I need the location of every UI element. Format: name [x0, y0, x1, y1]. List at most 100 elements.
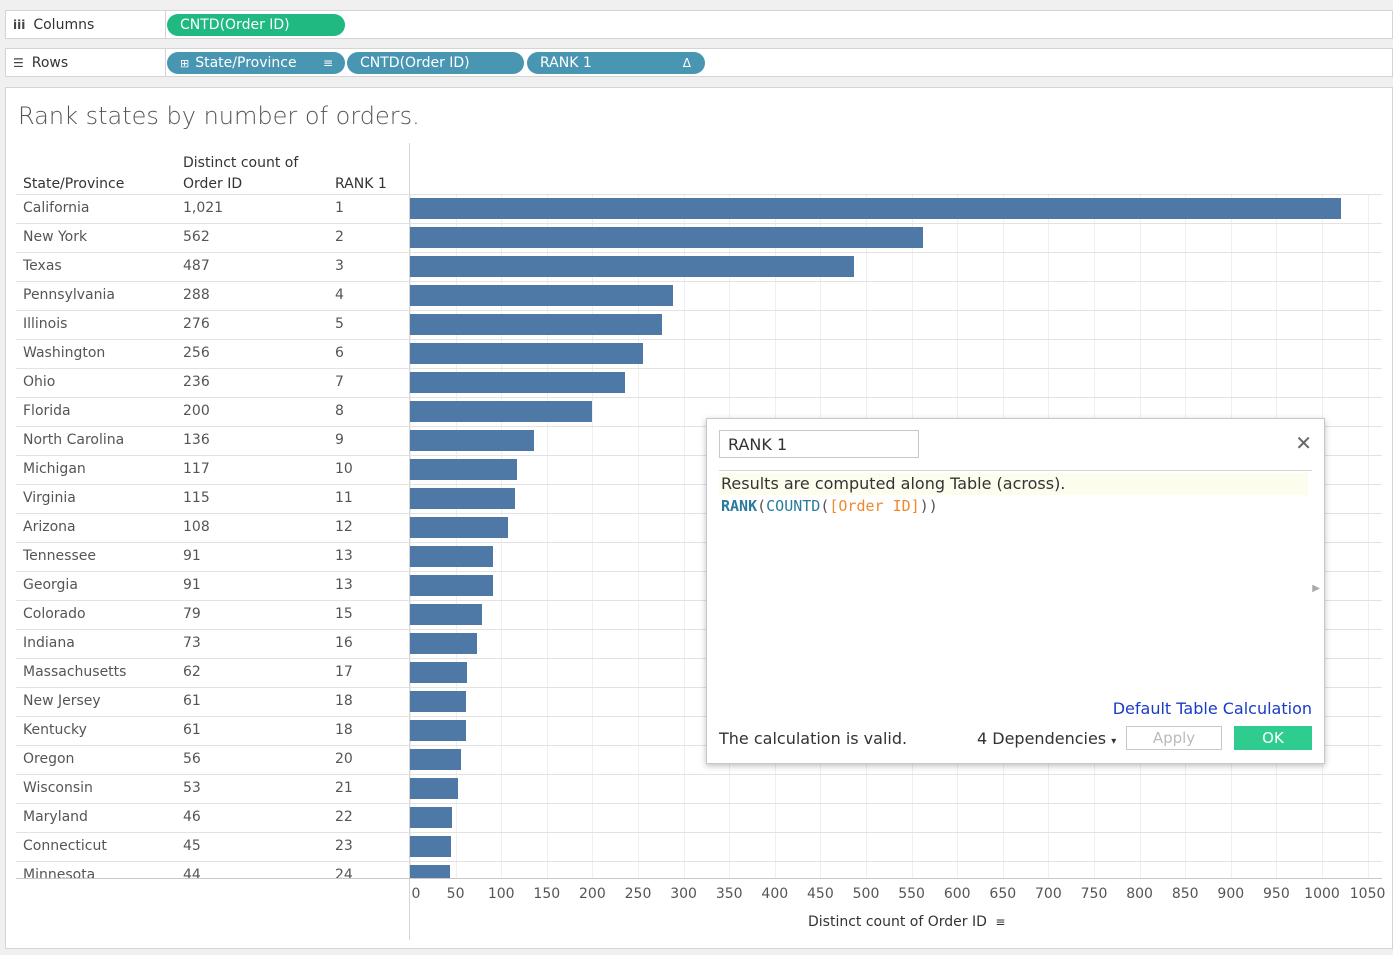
- rank-cell[interactable]: 23: [335, 838, 353, 854]
- bar[interactable]: [410, 256, 855, 277]
- state-cell[interactable]: Washington: [23, 345, 106, 361]
- bar[interactable]: [410, 720, 466, 741]
- rank-cell[interactable]: 24: [335, 867, 353, 883]
- state-cell[interactable]: Ohio: [23, 374, 56, 390]
- formula-editor[interactable]: RANK(COUNTD([Order ID])): [721, 497, 938, 515]
- sort-icon[interactable]: ≡: [995, 915, 1006, 929]
- ok-button[interactable]: OK: [1234, 726, 1312, 750]
- rank-cell[interactable]: 4: [335, 287, 344, 303]
- state-cell[interactable]: Colorado: [23, 606, 86, 622]
- count-cell[interactable]: 79: [183, 606, 201, 622]
- state-cell[interactable]: Virginia: [23, 490, 76, 506]
- close-icon[interactable]: ✕: [1295, 431, 1312, 455]
- rank-cell[interactable]: 8: [335, 403, 344, 419]
- rank-cell[interactable]: 9: [335, 432, 344, 448]
- rank-cell[interactable]: 17: [335, 664, 353, 680]
- rank-cell[interactable]: 21: [335, 780, 353, 796]
- header-count-line2[interactable]: Order ID: [183, 176, 243, 192]
- bar[interactable]: [410, 604, 483, 625]
- default-table-calculation-link[interactable]: Default Table Calculation: [1112, 699, 1312, 718]
- rank-cell[interactable]: 1: [335, 200, 344, 216]
- bar[interactable]: [410, 749, 462, 770]
- count-cell[interactable]: 108: [183, 519, 210, 535]
- rank-cell[interactable]: 5: [335, 316, 344, 332]
- bar[interactable]: [410, 778, 459, 799]
- expand-arrow-icon[interactable]: ▶: [1312, 583, 1320, 594]
- bar[interactable]: [410, 227, 923, 248]
- bar[interactable]: [410, 314, 662, 335]
- rank-cell[interactable]: 22: [335, 809, 353, 825]
- count-cell[interactable]: 487: [183, 258, 210, 274]
- state-cell[interactable]: New York: [23, 229, 88, 245]
- count-cell[interactable]: 1,021: [183, 200, 224, 216]
- bar[interactable]: [410, 459, 517, 480]
- rank-cell[interactable]: 12: [335, 519, 353, 535]
- count-cell[interactable]: 73: [183, 635, 201, 651]
- state-cell[interactable]: Kentucky: [23, 722, 87, 738]
- header-count-line1[interactable]: Distinct count of: [183, 155, 299, 171]
- count-cell[interactable]: 45: [183, 838, 201, 854]
- count-cell[interactable]: 61: [183, 722, 201, 738]
- rank-cell[interactable]: 2: [335, 229, 344, 245]
- count-cell[interactable]: 256: [183, 345, 210, 361]
- bar[interactable]: [410, 633, 477, 654]
- state-cell[interactable]: Georgia: [23, 577, 78, 593]
- count-cell[interactable]: 62: [183, 664, 201, 680]
- bar[interactable]: [410, 401, 593, 422]
- count-cell[interactable]: 276: [183, 316, 210, 332]
- state-cell[interactable]: Illinois: [23, 316, 68, 332]
- state-cell[interactable]: Oregon: [23, 751, 75, 767]
- rows-pill-state-province[interactable]: ⊞ State/Province ≡: [167, 52, 345, 74]
- bar[interactable]: [410, 836, 452, 857]
- rank-cell[interactable]: 15: [335, 606, 353, 622]
- bar[interactable]: [410, 285, 673, 306]
- bar[interactable]: [410, 546, 493, 567]
- count-cell[interactable]: 117: [183, 461, 210, 477]
- bar[interactable]: [410, 488, 515, 509]
- count-cell[interactable]: 562: [183, 229, 210, 245]
- count-cell[interactable]: 44: [183, 867, 201, 883]
- rank-cell[interactable]: 18: [335, 693, 353, 709]
- count-cell[interactable]: 46: [183, 809, 201, 825]
- state-cell[interactable]: New Jersey: [23, 693, 101, 709]
- bar[interactable]: [410, 865, 451, 878]
- dependencies-dropdown[interactable]: 4 Dependencies ▾: [977, 729, 1116, 748]
- rows-pill-rank-1[interactable]: RANK 1 Δ: [527, 52, 705, 74]
- columns-pill-cntd-order-id[interactable]: CNTD(Order ID): [167, 14, 345, 36]
- columns-shelf[interactable]: iii Columns CNTD(Order ID): [5, 10, 1393, 39]
- bar[interactable]: [410, 575, 493, 596]
- rows-pill-cntd-order-id[interactable]: CNTD(Order ID): [347, 52, 524, 74]
- rank-cell[interactable]: 6: [335, 345, 344, 361]
- bar[interactable]: [410, 807, 452, 828]
- rank-cell[interactable]: 13: [335, 548, 353, 564]
- state-cell[interactable]: North Carolina: [23, 432, 125, 448]
- header-state[interactable]: State/Province: [23, 176, 125, 192]
- state-cell[interactable]: California: [23, 200, 90, 216]
- bar[interactable]: [410, 372, 626, 393]
- rank-cell[interactable]: 13: [335, 577, 353, 593]
- calculation-name-input[interactable]: RANK 1: [719, 430, 919, 458]
- rank-cell[interactable]: 3: [335, 258, 344, 274]
- count-cell[interactable]: 91: [183, 577, 201, 593]
- state-cell[interactable]: Tennessee: [23, 548, 96, 564]
- state-cell[interactable]: Arizona: [23, 519, 76, 535]
- rows-shelf[interactable]: ☰ Rows ⊞ State/Province ≡ CNTD(Order ID)…: [5, 48, 1393, 77]
- state-cell[interactable]: Massachusetts: [23, 664, 127, 680]
- rank-cell[interactable]: 11: [335, 490, 353, 506]
- header-rank[interactable]: RANK 1: [335, 176, 387, 192]
- count-cell[interactable]: 200: [183, 403, 210, 419]
- rank-cell[interactable]: 16: [335, 635, 353, 651]
- bar[interactable]: [410, 691, 466, 712]
- count-cell[interactable]: 236: [183, 374, 210, 390]
- rank-cell[interactable]: 20: [335, 751, 353, 767]
- count-cell[interactable]: 115: [183, 490, 210, 506]
- rank-cell[interactable]: 18: [335, 722, 353, 738]
- state-cell[interactable]: Wisconsin: [23, 780, 93, 796]
- count-cell[interactable]: 56: [183, 751, 201, 767]
- state-cell[interactable]: Maryland: [23, 809, 88, 825]
- state-cell[interactable]: Pennsylvania: [23, 287, 115, 303]
- count-cell[interactable]: 53: [183, 780, 201, 796]
- x-axis-title[interactable]: Distinct count of Order ID ≡: [808, 914, 1005, 930]
- count-cell[interactable]: 61: [183, 693, 201, 709]
- bar[interactable]: [410, 662, 467, 683]
